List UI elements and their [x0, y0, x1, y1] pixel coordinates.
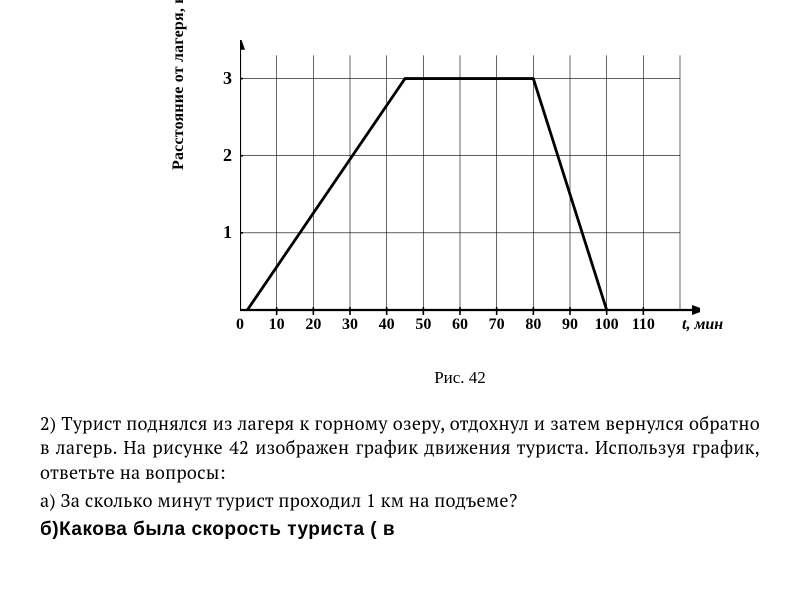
x-tick-label: 100: [595, 316, 619, 334]
y-tick-label: 3: [202, 68, 232, 89]
x-tick-label: 40: [379, 316, 395, 334]
problem-intro: 2) Турист поднялся из лагеря к горному о…: [40, 412, 760, 485]
chart-svg: [240, 40, 700, 330]
x-tick-label: 70: [489, 316, 505, 334]
x-tick-label: 20: [305, 316, 321, 334]
page: Расстояние от лагеря, км 3 2 1 0 10 20 30 40…: [0, 0, 800, 600]
problem-text: 2) Турист поднялся из лагеря к горному о…: [40, 412, 760, 543]
question-a: а) За сколько минут турист проходил 1 км…: [40, 489, 760, 513]
x-tick-label: 0: [236, 316, 244, 334]
x-tick-label: 80: [525, 316, 541, 334]
x-tick-label: 110: [632, 316, 655, 334]
x-tick-label: 10: [269, 316, 285, 334]
question-b: б)Какова была скорость туриста ( в: [40, 517, 760, 543]
x-tick-label: 60: [452, 316, 468, 334]
y-axis-label: Расстояние от лагеря, км: [170, 0, 188, 170]
y-tick-label: 2: [202, 145, 232, 166]
x-tick-label: 50: [415, 316, 431, 334]
plot-area: [240, 40, 680, 310]
x-tick-label: 30: [342, 316, 358, 334]
x-tick-label: 90: [562, 316, 578, 334]
figure-caption: Рис. 42: [160, 368, 760, 388]
chart-container: Расстояние от лагеря, км 3 2 1 010203040…: [180, 20, 740, 360]
y-tick-label: 1: [202, 222, 232, 243]
x-axis-label: t, мин: [682, 316, 723, 334]
